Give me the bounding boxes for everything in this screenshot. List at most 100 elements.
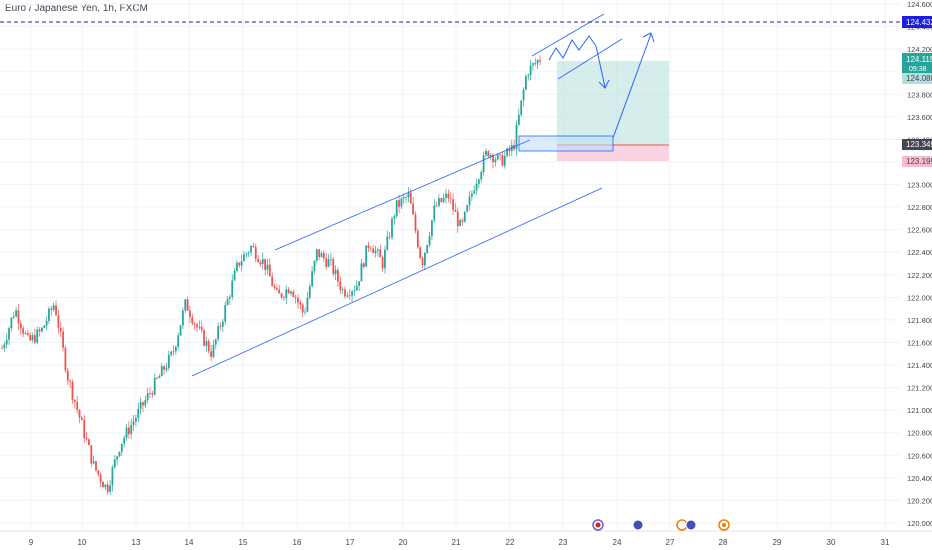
candle-up bbox=[346, 295, 349, 297]
price-tick-label: 121.400 bbox=[907, 361, 932, 370]
price-tick-label: 123.800 bbox=[907, 90, 932, 99]
time-tick-label: 24 bbox=[613, 538, 622, 547]
target-price-label: 124.088 bbox=[906, 74, 932, 83]
candle-up bbox=[428, 235, 431, 245]
candle-down bbox=[367, 245, 370, 248]
candle-down bbox=[73, 399, 76, 402]
channel-upper-line[interactable] bbox=[274, 139, 531, 251]
flag-lower-line[interactable] bbox=[557, 38, 623, 80]
candle-up bbox=[311, 271, 314, 287]
candle-up bbox=[459, 220, 462, 227]
candle-up bbox=[224, 304, 227, 322]
candle-down bbox=[362, 263, 365, 267]
candle-up bbox=[473, 190, 476, 194]
candle-up bbox=[48, 308, 50, 322]
stop-price-label: 123.199 bbox=[906, 157, 932, 166]
candle-down bbox=[26, 333, 29, 335]
candle-down bbox=[499, 154, 501, 156]
time-tick-label: 10 bbox=[78, 538, 87, 547]
candle-up bbox=[266, 264, 269, 270]
target-zone[interactable] bbox=[557, 61, 669, 145]
candle-up bbox=[470, 193, 473, 197]
dashed-level-label: 124.432 bbox=[906, 18, 932, 27]
candle-up bbox=[118, 451, 121, 457]
candle-down bbox=[301, 304, 304, 313]
candle-up bbox=[351, 291, 353, 296]
candle-down bbox=[99, 474, 102, 482]
candle-down bbox=[379, 249, 382, 258]
time-axis[interactable]: 9 10 13 14 15 16 17 20 21 22 23 24 27 28 29 30 31 bbox=[29, 538, 890, 547]
candle-down bbox=[62, 331, 64, 348]
candle-up bbox=[104, 484, 107, 488]
candle-up bbox=[485, 151, 487, 156]
candle-down bbox=[337, 269, 339, 282]
candle-down bbox=[372, 248, 375, 253]
candle-down bbox=[97, 470, 100, 475]
candle-up bbox=[306, 297, 309, 312]
candle-up bbox=[480, 171, 483, 180]
target-arrow-head bbox=[642, 32, 655, 43]
candle-down bbox=[454, 209, 457, 212]
candle-down bbox=[381, 257, 384, 269]
breakout-zone[interactable] bbox=[518, 135, 614, 152]
candle-down bbox=[461, 220, 464, 222]
price-tick-label: 121.800 bbox=[907, 316, 932, 325]
time-tick-label: 31 bbox=[881, 538, 890, 547]
candle-down bbox=[419, 247, 422, 259]
candle-up bbox=[494, 159, 497, 163]
candle-up bbox=[478, 179, 480, 184]
candle-up bbox=[135, 417, 137, 422]
candle-up bbox=[527, 75, 530, 77]
candle-up bbox=[179, 325, 182, 336]
candle-up bbox=[341, 289, 344, 291]
candle-up bbox=[395, 200, 398, 217]
flag-upper-line[interactable] bbox=[531, 13, 605, 57]
candle-down bbox=[207, 341, 210, 352]
projection-zigzag[interactable] bbox=[548, 35, 597, 61]
candle-down bbox=[294, 296, 297, 298]
price-tick-label: 121.600 bbox=[907, 338, 932, 347]
candle-up bbox=[285, 289, 288, 298]
pullback-arrow[interactable] bbox=[595, 45, 606, 88]
dashed-level-label-bg bbox=[902, 16, 932, 28]
candle-down bbox=[273, 286, 276, 288]
candle-down bbox=[449, 198, 452, 200]
candle-up bbox=[304, 311, 306, 313]
candle-down bbox=[76, 401, 79, 410]
candle-up bbox=[43, 325, 46, 328]
entry-price-label: 123.349 bbox=[906, 140, 932, 149]
candle-up bbox=[327, 259, 330, 267]
candle-up bbox=[132, 421, 135, 425]
news-event-icon[interactable] bbox=[632, 519, 644, 531]
news-event-icon[interactable] bbox=[685, 519, 697, 531]
candle-up bbox=[482, 155, 485, 172]
price-tick-label: 120.200 bbox=[907, 496, 932, 505]
candle-up bbox=[334, 269, 337, 275]
price-tick-label: 124.200 bbox=[907, 45, 932, 54]
candle-down bbox=[90, 445, 93, 464]
time-tick-label: 27 bbox=[666, 538, 675, 547]
candle-up bbox=[525, 76, 527, 90]
candle-down bbox=[66, 370, 69, 381]
candle-down bbox=[151, 393, 154, 395]
channel-lower-line[interactable] bbox=[191, 187, 603, 377]
time-tick-label: 29 bbox=[773, 538, 782, 547]
candle-up bbox=[496, 154, 499, 160]
dividend-event-icon-dot bbox=[722, 523, 726, 527]
candle-down bbox=[210, 351, 212, 357]
candle-up bbox=[130, 424, 133, 435]
candle-down bbox=[492, 154, 494, 163]
candle-down bbox=[163, 366, 166, 370]
candle-down bbox=[85, 438, 88, 440]
candle-up bbox=[205, 341, 208, 346]
candle-up bbox=[212, 344, 215, 357]
time-tick-label: 9 bbox=[29, 538, 34, 547]
candle-up bbox=[475, 183, 478, 191]
candle-up bbox=[123, 437, 126, 444]
candle-up bbox=[468, 196, 471, 206]
candle-up bbox=[315, 249, 318, 261]
target-arrow[interactable] bbox=[612, 33, 652, 139]
candle-down bbox=[440, 198, 443, 202]
candle-up bbox=[36, 329, 39, 343]
